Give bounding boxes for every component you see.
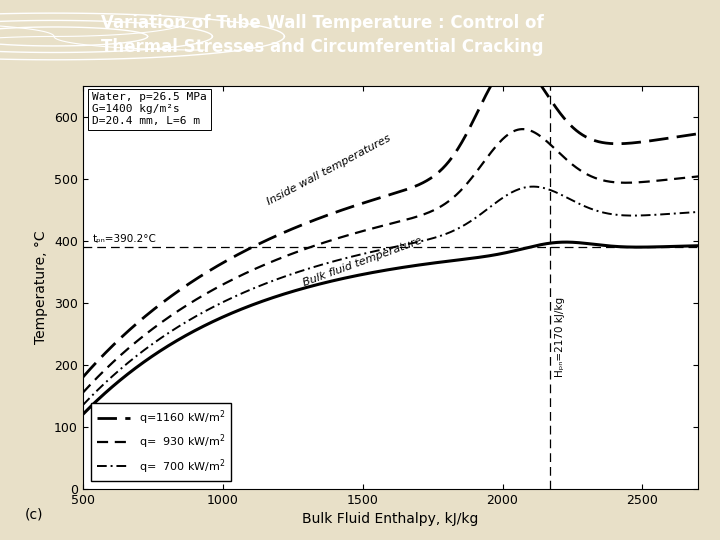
Text: Hₚₙ=2170 kJ/kg: Hₚₙ=2170 kJ/kg xyxy=(555,297,565,377)
Text: Bulk fluid temperature: Bulk fluid temperature xyxy=(302,235,423,288)
Text: Variation of Tube Wall Temperature : Control of
Thermal Stresses and Circumferen: Variation of Tube Wall Temperature : Con… xyxy=(101,14,544,56)
Text: Water, p=26.5 MPa
G=1400 kg/m²s
D=20.4 mm, L=6 m: Water, p=26.5 MPa G=1400 kg/m²s D=20.4 m… xyxy=(92,92,207,126)
Text: tₚₙ=390.2°C: tₚₙ=390.2°C xyxy=(93,234,156,244)
Text: Inside wall temperatures: Inside wall temperatures xyxy=(266,133,392,207)
Y-axis label: Temperature, °C: Temperature, °C xyxy=(35,231,48,345)
Legend: q=1160 kW/m$^2$, q=  930 kW/m$^2$, q=  700 kW/m$^2$: q=1160 kW/m$^2$, q= 930 kW/m$^2$, q= 700… xyxy=(91,403,231,481)
Text: (c): (c) xyxy=(25,508,44,522)
X-axis label: Bulk Fluid Enthalpy, kJ/kg: Bulk Fluid Enthalpy, kJ/kg xyxy=(302,512,479,526)
